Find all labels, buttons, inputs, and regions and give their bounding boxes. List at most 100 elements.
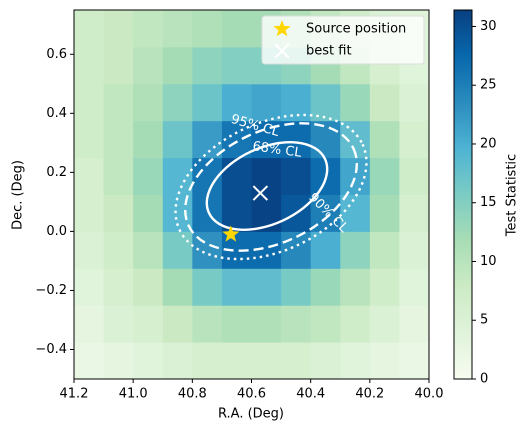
heatmap-cell	[192, 120, 223, 159]
heatmap-cell	[162, 10, 193, 48]
y-tick-label: −0.4	[35, 342, 67, 357]
heatmap-cell	[103, 46, 134, 85]
heatmap-cell	[221, 268, 252, 306]
heatmap-cell	[251, 268, 282, 306]
x-tick-label: 41.0	[119, 387, 148, 402]
x-tick-label: 40.0	[415, 387, 444, 402]
heatmap-cell	[162, 46, 193, 85]
y-tick-label: 0.6	[46, 47, 67, 62]
heatmap-cell	[74, 268, 105, 306]
heatmap-cell	[281, 157, 312, 195]
heatmap-cell	[103, 342, 134, 380]
heatmap-cell	[281, 342, 312, 380]
heatmap-cell	[369, 120, 400, 159]
heatmap-cell	[74, 157, 105, 195]
heatmap-cell	[133, 305, 164, 343]
heatmap-cell	[103, 157, 134, 195]
heatmap-cell	[340, 342, 371, 380]
legend	[261, 15, 425, 65]
heatmap-cell	[103, 268, 134, 306]
heatmap-cell	[221, 342, 252, 380]
heatmap-cell	[74, 231, 105, 269]
heatmap-cell	[103, 120, 134, 159]
marker-star	[222, 225, 240, 242]
heatmap-cell	[221, 194, 252, 232]
heatmap-cell	[310, 231, 341, 269]
x-tick-label: 40.4	[296, 387, 325, 402]
heatmap-cell	[221, 157, 252, 195]
x-tick-label: 40.2	[355, 387, 384, 402]
contour-95	[183, 122, 359, 252]
heatmap-cell	[133, 157, 164, 195]
colorbar-label: Test Statistic	[505, 154, 520, 237]
y-tick-label: 0.0	[46, 224, 67, 239]
heatmap-cell	[369, 83, 400, 122]
colorbar-tick-label: 25	[480, 78, 497, 93]
heatmap-cell	[133, 268, 164, 306]
contour-90	[174, 113, 368, 261]
colorbar-tick-label: 20	[480, 136, 497, 151]
heatmap-cell	[133, 10, 164, 48]
heatmap-cell	[74, 83, 105, 122]
heatmap-cell	[310, 268, 341, 306]
heatmap-cell	[369, 231, 400, 269]
heatmap-cell	[281, 305, 312, 343]
heatmap-cell	[310, 120, 341, 159]
heatmap-cell	[74, 46, 105, 85]
heatmap-cell	[162, 342, 193, 380]
colorbar: 0 5 10 15 20 25 30	[453, 9, 497, 387]
heatmap-cell	[251, 83, 282, 122]
x-tick-label: 40.8	[178, 387, 207, 402]
heatmap-cell	[340, 268, 371, 306]
y-tick-label: −0.2	[35, 283, 67, 298]
heatmap-cell	[74, 342, 105, 380]
colorbar-tick-label: 15	[480, 195, 497, 210]
heatmap-cell	[369, 305, 400, 343]
heatmap-cell	[192, 46, 223, 85]
heatmap-cell	[340, 83, 371, 122]
legend-marker	[274, 43, 290, 59]
heatmap-cell	[133, 83, 164, 122]
marker-x	[252, 185, 269, 201]
heatmap-cell	[340, 305, 371, 343]
heatmap-cell	[221, 10, 252, 48]
heatmap-cell	[399, 305, 430, 343]
heatmap-cell	[162, 305, 193, 343]
colorbar-tick-label: 10	[480, 254, 497, 269]
heatmap-cell	[399, 157, 430, 195]
heatmap-cell	[133, 194, 164, 232]
heatmap-cell	[369, 157, 400, 195]
heatmap-cell	[399, 83, 430, 122]
heatmap-cell	[162, 268, 193, 306]
heatmap-cell	[103, 83, 134, 122]
heatmap-cell	[399, 231, 430, 269]
y-tick-label: 0.4	[46, 106, 67, 121]
heatmap-cell	[192, 342, 223, 380]
heatmap-cell	[399, 194, 430, 232]
heatmap-cell	[133, 46, 164, 85]
contour-68	[205, 141, 329, 231]
x-tick-label: 41.2	[60, 387, 89, 402]
heatmap-cell	[103, 305, 134, 343]
heatmap-cell	[281, 268, 312, 306]
x-axis-label: R.A. (Deg)	[218, 407, 284, 422]
heatmap-cell	[281, 120, 312, 159]
contours	[174, 113, 368, 261]
heatmap-cell	[162, 83, 193, 122]
x-tick-label: 40.6	[237, 387, 266, 402]
heatmap-cell	[133, 231, 164, 269]
heatmap-cell	[133, 120, 164, 159]
heatmap-cell	[192, 268, 223, 306]
heatmap-cell	[369, 268, 400, 306]
colorbar-fill	[453, 9, 473, 380]
heatmap-cell	[221, 46, 252, 85]
heatmap-cell	[192, 10, 223, 48]
heatmap-cell	[369, 342, 400, 380]
heatmap	[74, 10, 430, 380]
heatmap-cell	[103, 10, 134, 48]
heatmap-cell	[133, 342, 164, 380]
heatmap-cell	[399, 120, 430, 159]
heatmap-cell	[162, 120, 193, 159]
heatmap-cell	[221, 83, 252, 122]
